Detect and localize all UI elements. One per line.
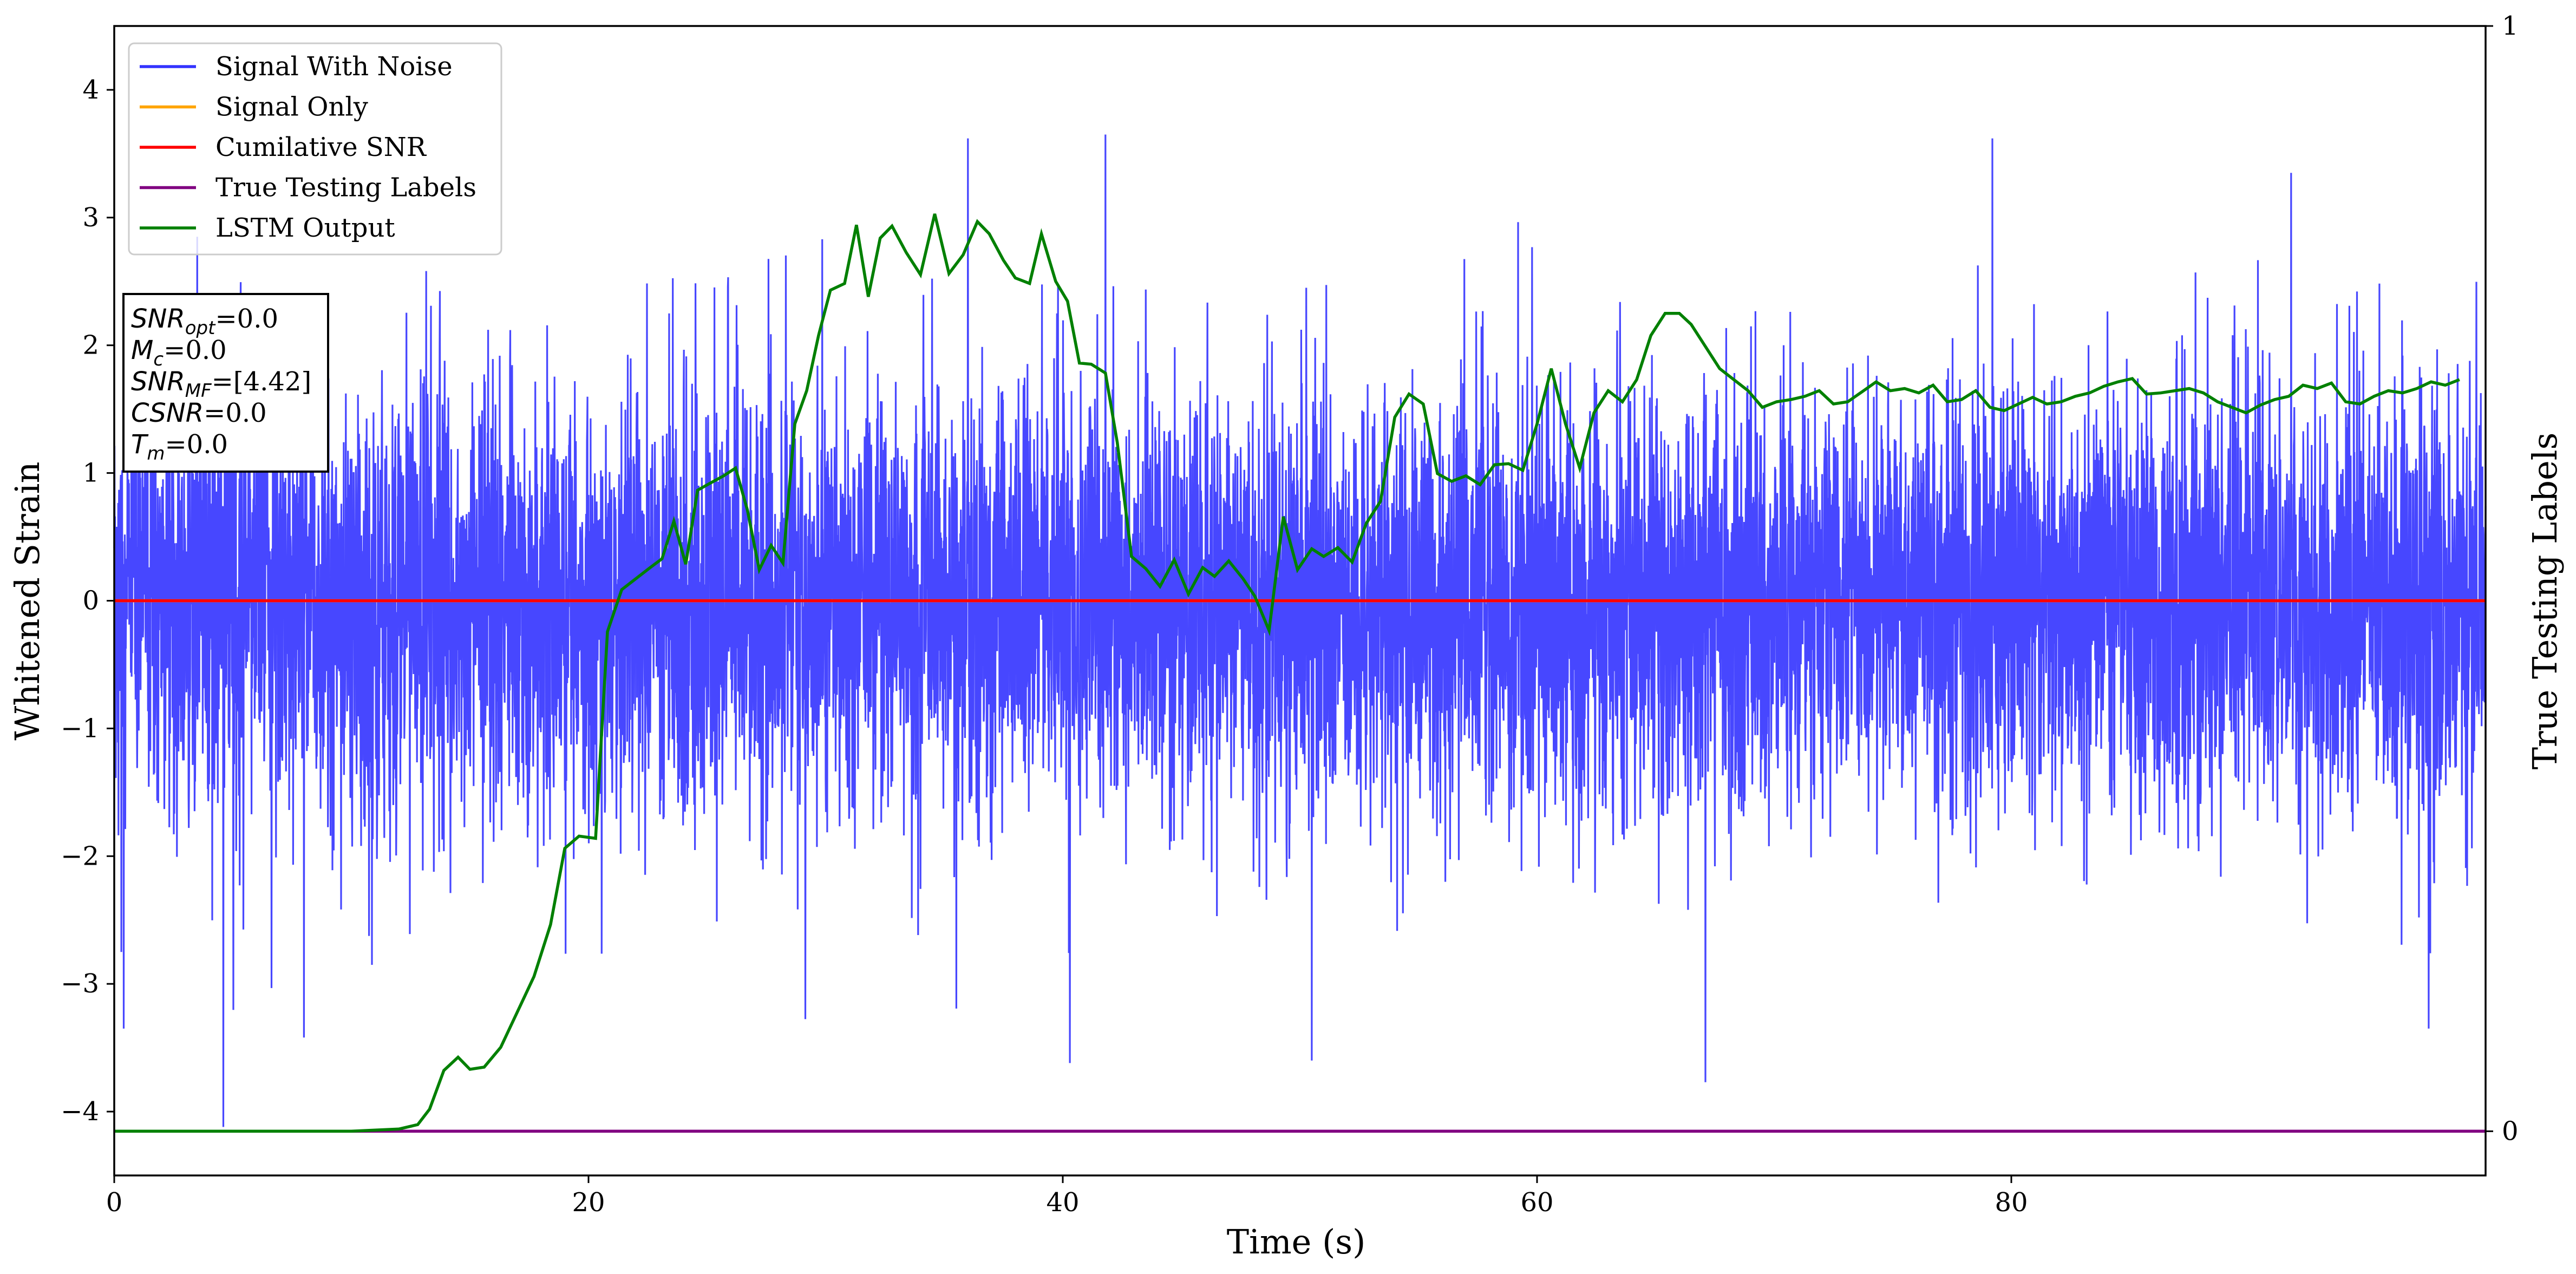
x-axis-title: Time (s) <box>1227 1222 1366 1262</box>
y-axis-right-title: True Testing Labels <box>2525 433 2565 770</box>
legend-label: Signal Only <box>215 92 368 122</box>
info-box: SNRopt=0.0Mc=0.0SNRMF=[4.42]CSNR=0.0Tm=0… <box>122 293 329 473</box>
info-box-frame <box>122 293 329 473</box>
info-line: Tm=0.0 <box>131 429 228 465</box>
info-line: CSNR=0.0 <box>131 398 267 428</box>
y-tick-label: −3 <box>61 969 99 999</box>
y-tick-label: −2 <box>61 841 99 871</box>
info-line: SNRopt=0.0 <box>131 304 278 339</box>
legend-label: Signal With Noise <box>215 51 453 82</box>
legend-label: LSTM Output <box>215 213 395 243</box>
y-tick-label: 4 <box>82 75 99 105</box>
plot-area <box>113 134 2487 1133</box>
y-tick-label: 2 <box>82 330 99 361</box>
y2-tick-label: 0 <box>2502 1116 2519 1146</box>
y-tick-label: 1 <box>82 458 99 488</box>
x-axis: 0 20 40 60 80 <box>106 1175 2028 1218</box>
x-tick-label: 40 <box>1046 1187 1079 1218</box>
legend-frame <box>128 42 502 256</box>
y-axis-right: 01 <box>2486 11 2519 1146</box>
y-tick-label: −1 <box>61 713 99 743</box>
info-lines: SNRopt=0.0Mc=0.0SNRMF=[4.42]CSNR=0.0Tm=0… <box>131 304 311 465</box>
x-tick-label: 0 <box>106 1187 123 1218</box>
series-layer <box>113 134 2487 1133</box>
x-tick-label: 60 <box>1520 1187 1553 1218</box>
series-signal-with-noise <box>113 134 2487 1127</box>
y-tick-label: −4 <box>61 1096 99 1127</box>
y-axis-title: Whitened Strain <box>8 462 47 741</box>
legend-label: True Testing Labels <box>215 173 476 203</box>
legend-label: Cumilative SNR <box>215 132 427 162</box>
y-tick-label: 3 <box>82 202 99 233</box>
series-lstm-output <box>114 213 2460 1133</box>
y-axis-left: −4 −3 −2 −1 0 1 2 3 4 <box>61 75 114 1127</box>
y2-tick-label: 1 <box>2502 11 2519 41</box>
info-line: SNRMF=[4.42] <box>131 367 311 402</box>
legend-entries: Signal With Noise Signal Only Cumilative S… <box>140 51 476 243</box>
x-tick-label: 20 <box>572 1187 605 1218</box>
x-tick-label: 80 <box>1995 1187 2028 1218</box>
info-line: Mc=0.0 <box>131 335 227 370</box>
y-tick-label: 0 <box>82 586 99 616</box>
legend: Signal With Noise Signal Only Cumilative S… <box>128 42 502 256</box>
